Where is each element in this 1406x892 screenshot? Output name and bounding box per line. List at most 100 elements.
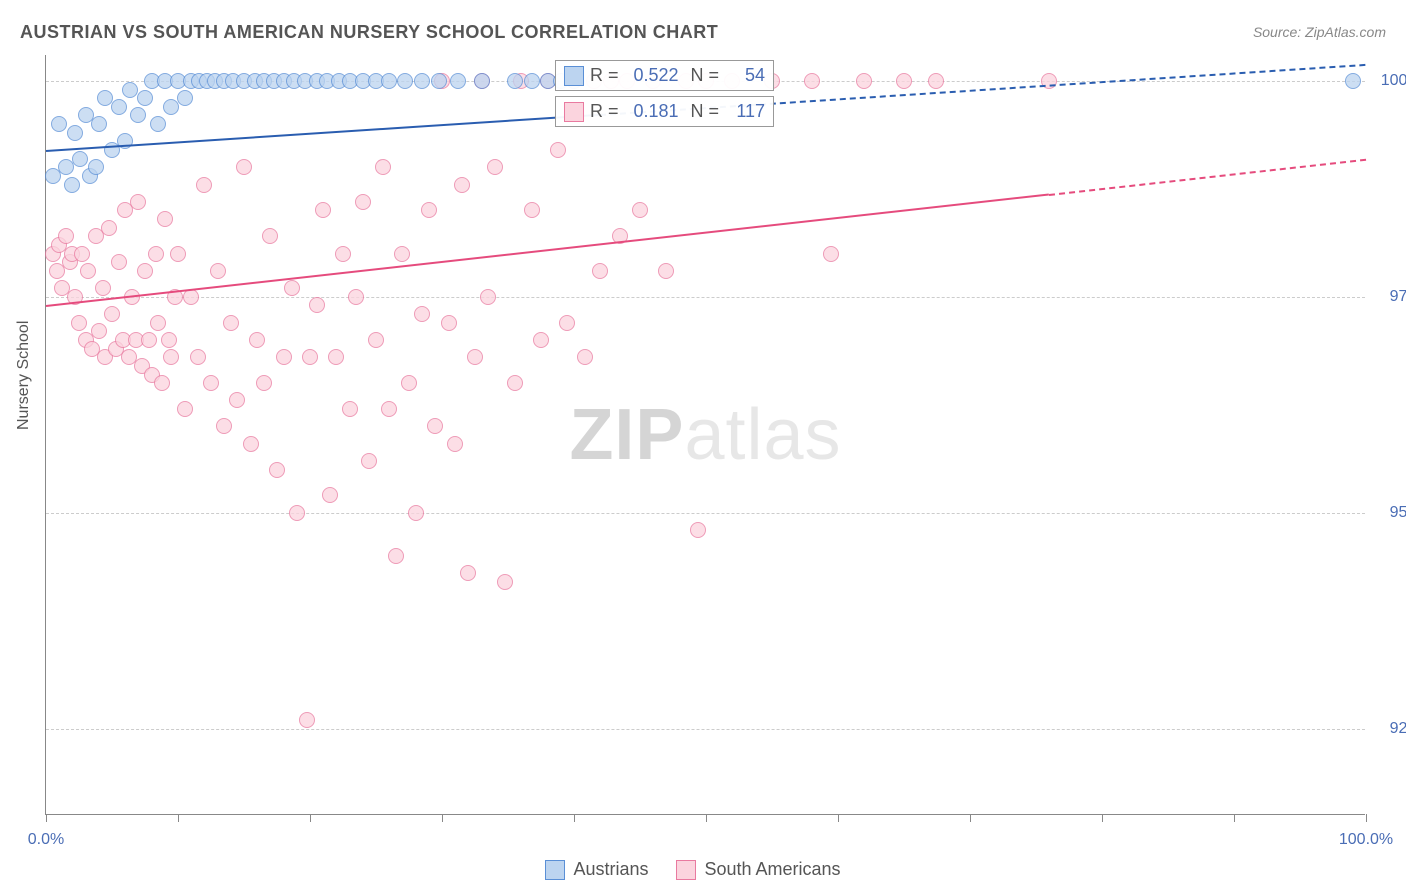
scatter-point [421, 202, 437, 218]
scatter-point [431, 73, 447, 89]
x-tick [310, 814, 311, 822]
scatter-point [450, 73, 466, 89]
stat-r-label: R = [590, 65, 619, 86]
scatter-point [74, 246, 90, 262]
scatter-point [64, 177, 80, 193]
scatter-point [804, 73, 820, 89]
scatter-point [507, 375, 523, 391]
scatter-point [71, 315, 87, 331]
scatter-point [524, 202, 540, 218]
scatter-point [216, 418, 232, 434]
stat-n-value: 54 [725, 65, 765, 86]
scatter-point [309, 297, 325, 313]
scatter-point [328, 349, 344, 365]
scatter-point [447, 436, 463, 452]
stat-r-value: 0.181 [625, 101, 679, 122]
scatter-point [269, 462, 285, 478]
scatter-point [141, 332, 157, 348]
chart-container: { "title": "AUSTRIAN VS SOUTH AMERICAN N… [0, 0, 1406, 892]
scatter-point [72, 151, 88, 167]
x-tick [178, 814, 179, 822]
scatter-point [80, 263, 96, 279]
scatter-point [289, 505, 305, 521]
scatter-point [161, 332, 177, 348]
scatter-point [348, 289, 364, 305]
scatter-point [58, 159, 74, 175]
x-tick [1102, 814, 1103, 822]
legend-swatch [564, 66, 584, 86]
scatter-point [256, 375, 272, 391]
scatter-point [104, 306, 120, 322]
scatter-point [150, 315, 166, 331]
chart-title: AUSTRIAN VS SOUTH AMERICAN NURSERY SCHOO… [20, 22, 718, 43]
scatter-point [223, 315, 239, 331]
source-attribution: Source: ZipAtlas.com [1253, 24, 1386, 40]
scatter-point [302, 349, 318, 365]
scatter-point [427, 418, 443, 434]
scatter-point [401, 375, 417, 391]
scatter-point [381, 401, 397, 417]
y-tick-label: 97.5% [1375, 288, 1406, 306]
stat-r-label: R = [590, 101, 619, 122]
scatter-point [91, 323, 107, 339]
scatter-point [276, 349, 292, 365]
scatter-point [487, 159, 503, 175]
scatter-point [460, 565, 476, 581]
gridline [46, 729, 1365, 730]
scatter-point [51, 116, 67, 132]
scatter-point [335, 246, 351, 262]
scatter-point [533, 332, 549, 348]
scatter-point [177, 90, 193, 106]
scatter-point [67, 125, 83, 141]
scatter-point [497, 574, 513, 590]
scatter-point [394, 246, 410, 262]
scatter-point [137, 90, 153, 106]
scatter-point [88, 159, 104, 175]
scatter-point [550, 142, 566, 158]
stat-n-label: N = [691, 65, 720, 86]
scatter-point [249, 332, 265, 348]
legend-label: Austrians [573, 859, 648, 879]
scatter-point [196, 177, 212, 193]
scatter-point [243, 436, 259, 452]
scatter-point [368, 332, 384, 348]
scatter-point [467, 349, 483, 365]
scatter-point [896, 73, 912, 89]
scatter-point [229, 392, 245, 408]
scatter-point [928, 73, 944, 89]
y-tick-label: 92.5% [1375, 720, 1406, 738]
scatter-point [381, 73, 397, 89]
scatter-point [322, 487, 338, 503]
gridline [46, 297, 1365, 298]
scatter-point [454, 177, 470, 193]
scatter-point [559, 315, 575, 331]
stat-r-value: 0.522 [625, 65, 679, 86]
scatter-point [632, 202, 648, 218]
scatter-point [111, 99, 127, 115]
scatter-point [397, 73, 413, 89]
legend-swatch [564, 102, 584, 122]
scatter-point [355, 194, 371, 210]
scatter-point [823, 246, 839, 262]
scatter-point [170, 246, 186, 262]
watermark-light: atlas [684, 395, 841, 475]
scatter-point [95, 280, 111, 296]
scatter-point [524, 73, 540, 89]
scatter-point [101, 220, 117, 236]
x-tick-label: 100.0% [1339, 831, 1393, 849]
y-tick-label: 100.0% [1375, 72, 1406, 90]
y-tick-label: 95.0% [1375, 504, 1406, 522]
x-tick [970, 814, 971, 822]
x-tick-label: 0.0% [28, 831, 64, 849]
x-tick [46, 814, 47, 822]
scatter-point [130, 194, 146, 210]
scatter-point [690, 522, 706, 538]
watermark: ZIPatlas [569, 394, 841, 476]
scatter-point [577, 349, 593, 365]
scatter-point [111, 254, 127, 270]
scatter-point [414, 306, 430, 322]
scatter-point [441, 315, 457, 331]
scatter-point [480, 289, 496, 305]
scatter-point [154, 375, 170, 391]
scatter-point [388, 548, 404, 564]
